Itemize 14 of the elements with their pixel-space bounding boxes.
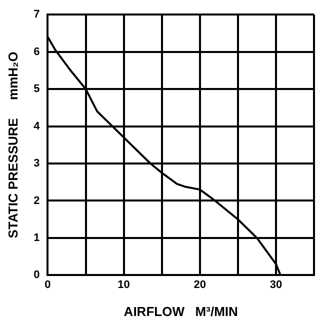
y-tick-label: 5 — [34, 83, 40, 96]
y-tick-label: 6 — [34, 46, 40, 58]
y-tick-label: 7 — [34, 8, 40, 21]
y-tick-label: 2 — [34, 194, 40, 207]
x-tick-label: 10 — [118, 278, 130, 291]
y-tick-label: 1 — [34, 232, 40, 244]
y-tick-label: 0 — [34, 269, 40, 282]
x-tick-label: 20 — [194, 278, 206, 291]
y-tick-label: 4 — [34, 120, 41, 132]
x-axis-title: AIRFLOW M³/MIN — [124, 304, 238, 319]
y-tick-label: 3 — [34, 158, 40, 170]
y-axis-title: STATIC PRESSURE mmH₂O — [5, 52, 20, 238]
x-tick-label: 30 — [270, 278, 282, 291]
x-tick-label: 0 — [44, 278, 51, 291]
